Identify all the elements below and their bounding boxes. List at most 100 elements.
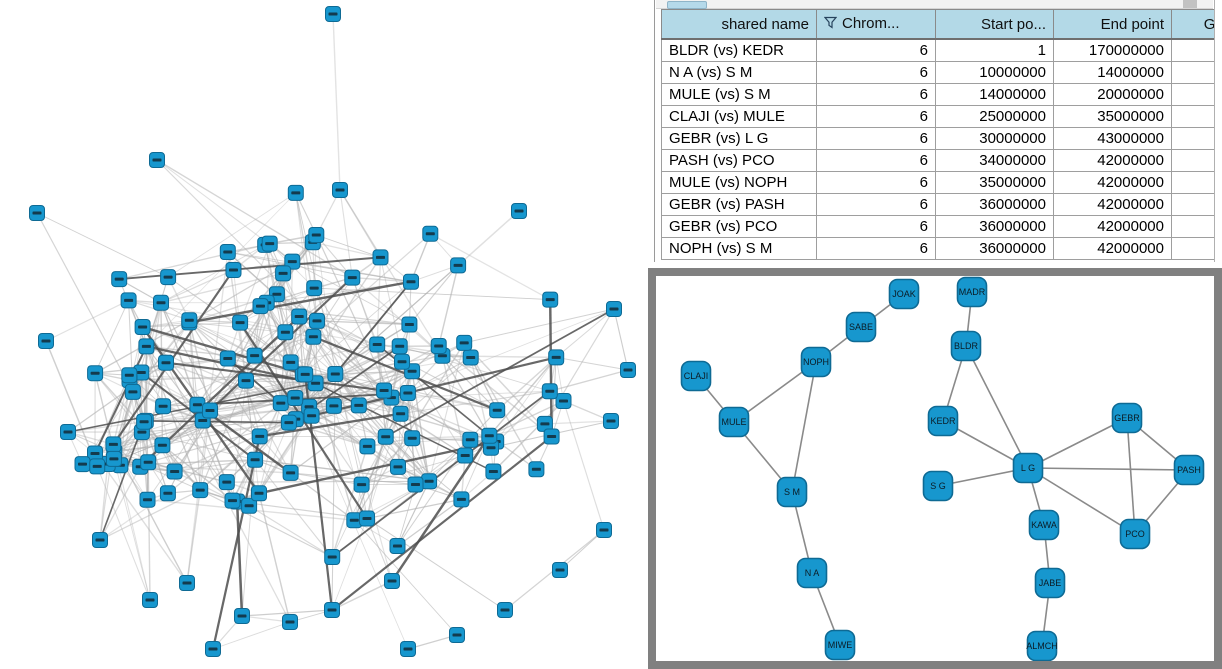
network-node[interactable] — [282, 464, 299, 481]
network-node[interactable] — [105, 436, 122, 453]
network-node[interactable] — [543, 428, 560, 445]
network-node[interactable] — [153, 294, 169, 311]
table-row[interactable]: MULE (vs) NOPH6350000004200000010.5 — [661, 171, 1222, 194]
network-node[interactable] — [308, 227, 325, 243]
table-row[interactable]: NOPH (vs) S M636000000420000009.9 — [661, 237, 1222, 260]
network-node[interactable] — [238, 372, 254, 389]
network-node[interactable] — [252, 298, 269, 315]
network-node[interactable] — [497, 602, 513, 618]
network-node-miwe[interactable]: MIWE — [824, 629, 856, 661]
cell-start-position[interactable]: 36000000 — [935, 193, 1054, 216]
cell-chromosome[interactable]: 6 — [816, 215, 936, 238]
cell-start-position[interactable]: 14000000 — [935, 83, 1054, 106]
cell-end-point[interactable]: 42000000 — [1053, 193, 1172, 216]
main-network-canvas[interactable] — [0, 0, 648, 669]
network-node[interactable] — [251, 485, 267, 502]
cell-chromosome[interactable]: 6 — [816, 171, 936, 194]
network-node[interactable] — [399, 385, 416, 401]
network-node-pco[interactable]: PCO — [1119, 518, 1151, 550]
cell-shared-name[interactable]: CLAJI (vs) MULE — [661, 105, 817, 128]
network-node[interactable] — [179, 575, 195, 591]
network-node[interactable] — [376, 382, 393, 399]
table-horizontal-scrollbar[interactable] — [656, 0, 1213, 9]
network-node[interactable] — [389, 538, 406, 554]
network-node[interactable] — [155, 398, 172, 415]
network-node[interactable] — [149, 152, 165, 168]
table-row[interactable]: BLDR (vs) KEDR61170000000192.0 — [661, 38, 1222, 62]
network-node[interactable] — [224, 492, 241, 509]
network-node[interactable] — [120, 292, 137, 309]
cell-genetic-value[interactable]: 9.9 — [1171, 237, 1222, 260]
cell-end-point[interactable]: 20000000 — [1053, 83, 1172, 106]
network-node[interactable] — [275, 265, 292, 282]
network-node[interactable] — [87, 445, 103, 462]
network-node[interactable] — [400, 641, 416, 657]
network-node[interactable] — [138, 338, 155, 355]
network-node[interactable] — [218, 474, 235, 491]
cell-shared-name[interactable]: N A (vs) S M — [661, 61, 817, 84]
network-node[interactable] — [390, 458, 406, 475]
network-node[interactable] — [247, 451, 264, 468]
network-node[interactable] — [136, 413, 153, 430]
network-node-joak[interactable]: JOAK — [888, 278, 920, 310]
cell-shared-name[interactable]: GEBR (vs) PASH — [661, 193, 817, 216]
table-row[interactable]: GEBR (vs) PASH636000000420000008.9 — [661, 193, 1222, 216]
network-node[interactable] — [369, 336, 386, 353]
cell-chromosome[interactable]: 6 — [816, 83, 936, 106]
network-node[interactable] — [450, 257, 467, 274]
column-header-shared-name[interactable]: shared name — [661, 9, 817, 40]
cell-start-position[interactable]: 10000000 — [935, 61, 1054, 84]
cell-start-position[interactable]: 25000000 — [935, 105, 1054, 128]
network-node[interactable] — [453, 491, 470, 508]
network-node[interactable] — [555, 393, 572, 409]
network-node[interactable] — [219, 244, 236, 260]
cell-start-position[interactable]: 30000000 — [935, 127, 1054, 150]
scrollbar-thumb[interactable] — [667, 1, 707, 9]
cell-genetic-value[interactable]: 10.5 — [1171, 171, 1222, 194]
network-node[interactable] — [372, 249, 389, 266]
network-node[interactable] — [483, 439, 499, 456]
network-node[interactable] — [391, 338, 408, 355]
cell-end-point[interactable]: 170000000 — [1053, 38, 1172, 62]
cell-chromosome[interactable]: 6 — [816, 149, 936, 172]
network-node[interactable] — [105, 450, 122, 467]
network-node[interactable] — [154, 437, 171, 454]
network-node[interactable] — [462, 349, 479, 366]
network-node[interactable] — [606, 301, 622, 317]
network-node[interactable] — [261, 235, 278, 252]
network-node[interactable] — [536, 415, 553, 432]
cell-chromosome[interactable]: 6 — [816, 38, 936, 62]
cell-genetic-value[interactable]: 11.4 — [1171, 149, 1222, 172]
network-node[interactable] — [404, 430, 421, 447]
table-row[interactable]: GEBR (vs) L G6300000004300000016.9 — [661, 127, 1222, 150]
network-node[interactable] — [121, 367, 138, 384]
network-node[interactable] — [350, 397, 367, 414]
network-node[interactable] — [485, 463, 502, 480]
network-node[interactable] — [324, 602, 340, 618]
network-node[interactable] — [133, 364, 150, 381]
network-node[interactable] — [552, 562, 568, 578]
main-network-panel[interactable] — [0, 0, 648, 669]
cell-shared-name[interactable]: BLDR (vs) KEDR — [661, 38, 817, 62]
table-row[interactable]: N A (vs) S M610000000140000006.6 — [661, 61, 1222, 84]
network-node[interactable] — [325, 6, 341, 22]
network-node-bldr[interactable]: BLDR — [950, 330, 982, 362]
network-node[interactable] — [542, 291, 559, 308]
network-node[interactable] — [327, 366, 344, 382]
network-node[interactable] — [528, 461, 545, 478]
network-node[interactable] — [241, 497, 258, 514]
cell-end-point[interactable]: 42000000 — [1053, 237, 1172, 260]
network-node[interactable] — [234, 608, 250, 624]
subnetwork-panel[interactable]: JOAK MADR SABE BLDR NOPH CLAJI MULE KEDR GEBR L G… — [648, 268, 1222, 669]
cell-shared-name[interactable]: GEBR (vs) PCO — [661, 215, 817, 238]
network-node[interactable] — [449, 627, 465, 643]
network-node[interactable] — [403, 273, 419, 290]
filter-funnel-icon[interactable] — [823, 16, 838, 33]
network-node[interactable] — [303, 407, 320, 424]
column-header-end-point[interactable]: End point — [1053, 9, 1172, 40]
network-node[interactable] — [392, 405, 409, 422]
cell-start-position[interactable]: 36000000 — [935, 215, 1054, 238]
network-node[interactable] — [456, 334, 473, 351]
network-node[interactable] — [297, 366, 314, 383]
network-node[interactable] — [462, 431, 479, 448]
